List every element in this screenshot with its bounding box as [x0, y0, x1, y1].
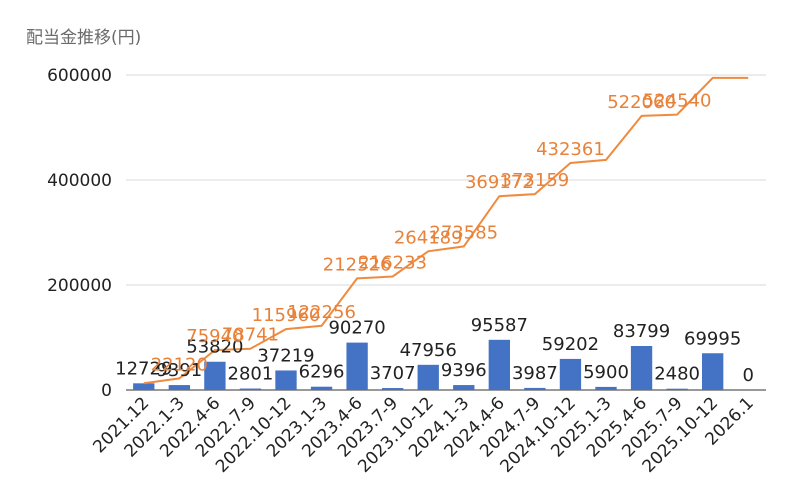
- line-data-label: 273585: [429, 222, 498, 243]
- y-tick-label: 600000: [47, 66, 112, 86]
- bar: [524, 387, 546, 390]
- bar-data-label: 90270: [328, 318, 385, 339]
- bar-data-label: 3987: [512, 363, 558, 384]
- line-data-label: 75940: [186, 326, 243, 347]
- cumulative-line: [143, 76, 749, 385]
- x-axis-ticks: 2021.122022.1-32022.4-62022.7-92022.10-1…: [89, 393, 757, 476]
- bar: [239, 388, 262, 390]
- bar-data-label: 47956: [400, 340, 457, 361]
- bar-data-label: 37219: [257, 345, 314, 366]
- grid-layer: [126, 74, 766, 391]
- bar-data-label: 0: [742, 365, 753, 386]
- line-data-label: 432361: [536, 139, 605, 160]
- line-data-label: 78741: [222, 325, 279, 346]
- cumulative-line-series: [143, 76, 749, 385]
- bar: [417, 364, 439, 390]
- bar: [346, 342, 368, 390]
- bar-data-label: 2801: [228, 364, 274, 385]
- bar: [702, 353, 724, 390]
- y-axis-ticks: 0 200000 400000 600000: [47, 66, 112, 401]
- chart-title: 配当金推移(円): [26, 28, 141, 48]
- bar: [133, 383, 155, 390]
- bar-data-label: 69995: [684, 328, 741, 349]
- bar: [310, 386, 333, 390]
- bar: [666, 388, 688, 390]
- bar-data-label: 9391: [156, 360, 202, 381]
- line-data-label: 22120: [151, 354, 208, 375]
- y-tick-label: 400000: [47, 171, 112, 191]
- bar: [453, 385, 475, 390]
- line-data-label: 264189: [394, 227, 463, 248]
- line-data-label: 369172: [465, 172, 534, 193]
- bar-data-label: 53820: [186, 337, 243, 358]
- bar: [630, 346, 653, 390]
- line-data-labels: 2212075940787411159601222562125262162332…: [151, 91, 712, 376]
- bar-data-label: 2480: [654, 364, 700, 385]
- bar: [275, 370, 297, 390]
- bar-data-label: 3707: [370, 363, 416, 384]
- bar-data-label: 95587: [471, 315, 528, 336]
- bar: [168, 385, 190, 390]
- bar-data-label: 59202: [542, 334, 599, 355]
- line-data-label: 212526: [323, 254, 392, 275]
- bar-series: [133, 339, 724, 390]
- y-tick-label: 0: [101, 381, 112, 401]
- bar: [204, 361, 226, 390]
- bar-data-label: 6296: [299, 362, 345, 383]
- y-tick-label: 200000: [47, 276, 112, 296]
- line-data-label: 122256: [287, 302, 356, 323]
- line-data-label: 115960: [252, 305, 321, 326]
- bar-data-label: 12729: [115, 358, 172, 379]
- line-data-label: 216233: [358, 252, 427, 273]
- bar: [559, 358, 582, 390]
- bar: [382, 388, 404, 390]
- bar-data-label: 83799: [613, 321, 670, 342]
- bar: [595, 386, 617, 390]
- line-data-label: 522060: [607, 92, 676, 113]
- line-data-label: 524540: [643, 91, 712, 112]
- bar: [488, 339, 510, 390]
- bar-data-label: 9396: [441, 360, 487, 381]
- bar-data-label: 5900: [583, 362, 629, 383]
- line-data-label: 373159: [501, 170, 570, 191]
